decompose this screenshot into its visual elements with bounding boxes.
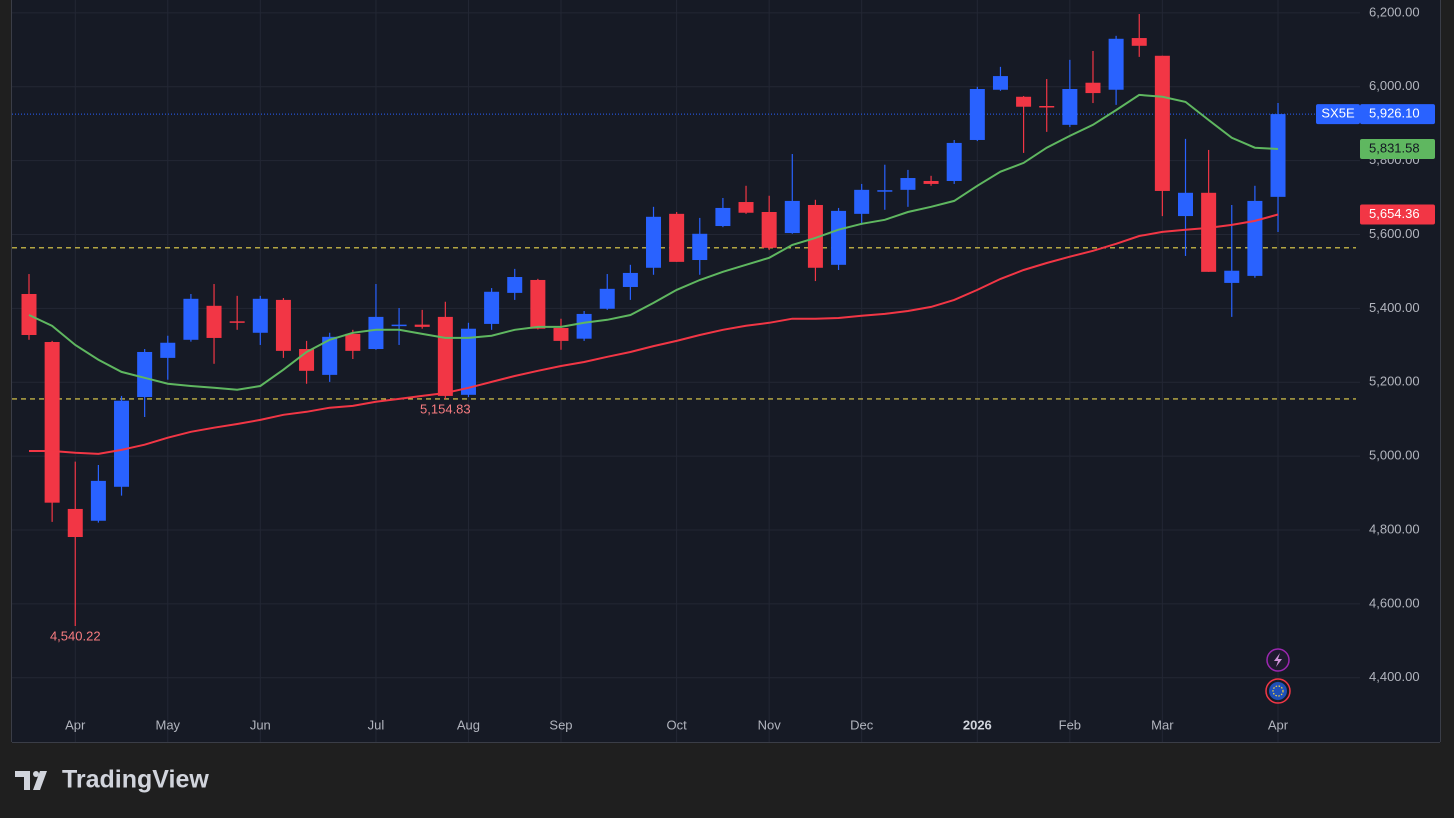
x-tick-label: Mar — [1151, 717, 1174, 732]
x-tick-label: Nov — [758, 717, 782, 732]
tradingview-logo — [15, 771, 47, 790]
candle-body — [67, 508, 83, 538]
overlay-price-tag-bg — [1360, 138, 1435, 159]
candle-body — [460, 328, 476, 395]
chart-background — [12, 0, 1440, 742]
y-tick-label: 5,200.00 — [1369, 374, 1420, 389]
x-tick-label: 2026 — [963, 717, 992, 732]
candle-body — [1108, 38, 1124, 90]
plot-layer: 4,400.00 4,600.00 4,800.00 5,000.00 5,200.00… — [12, 0, 1435, 742]
moving-average-line — [28, 93, 1279, 391]
candle-body — [692, 233, 708, 261]
candle-body — [992, 76, 1008, 90]
x-tick-label: Feb — [1059, 717, 1081, 732]
candle-body — [784, 200, 800, 234]
candle-body — [1154, 55, 1170, 191]
eu-flag-icon[interactable] — [1265, 678, 1291, 704]
y-tick-label: 5,400.00 — [1369, 300, 1420, 315]
candle-body — [530, 279, 546, 329]
moving-average-line — [29, 213, 1279, 455]
candle-body — [553, 327, 569, 341]
candle-body — [137, 351, 153, 398]
overlay-price-tag-bg — [1360, 204, 1435, 225]
candle-body — [368, 316, 384, 350]
candle-body — [507, 277, 523, 293]
candle-body — [1247, 200, 1263, 276]
candle-body — [877, 190, 893, 192]
brand: TradingView — [62, 766, 209, 794]
candle-body — [1062, 89, 1078, 125]
candle-body — [44, 342, 60, 503]
candle-body — [252, 298, 268, 333]
candle-body — [1178, 192, 1193, 217]
candle-body — [576, 313, 592, 339]
candle-body — [1270, 114, 1286, 197]
candle-body — [1201, 192, 1217, 272]
candle-body — [322, 336, 338, 375]
overlay-price-tag: 5,831.58 — [1369, 140, 1420, 155]
x-tick-label: Apr — [65, 717, 86, 732]
candle-body — [114, 400, 130, 487]
candle-body — [183, 298, 199, 340]
y-tick-label: 4,600.00 — [1369, 595, 1420, 610]
x-tick-label: Apr — [1268, 717, 1289, 732]
y-tick-label: 4,400.00 — [1369, 669, 1420, 684]
candle-body — [923, 180, 939, 184]
y-tick-label: 6,000.00 — [1369, 78, 1420, 93]
overlay-price-tag: 5,654.36 — [1369, 206, 1420, 221]
low-annotation: 5,154.83 — [420, 401, 471, 416]
candle-body — [229, 321, 245, 323]
y-tick-label: 5,000.00 — [1369, 448, 1420, 463]
candle-body — [160, 342, 176, 358]
candle-body — [900, 178, 916, 190]
last-price-tag-bg — [1360, 104, 1435, 125]
candle-body — [1131, 38, 1147, 46]
candle-body — [738, 202, 754, 213]
y-tick-label: 6,200.00 — [1369, 4, 1420, 19]
candle-body — [599, 288, 615, 309]
x-tick-label: Aug — [457, 717, 480, 732]
symbol-tag-bg — [1316, 104, 1360, 125]
candle-body — [1085, 82, 1101, 94]
candle-body — [21, 293, 37, 335]
low-annotation: 4,540.22 — [50, 628, 101, 643]
candle-body — [646, 216, 662, 268]
lightning-icon[interactable] — [1266, 648, 1290, 672]
candle-body — [854, 189, 870, 214]
candle-body — [1039, 106, 1055, 108]
x-tick-label: Jun — [250, 717, 271, 732]
candle-body — [414, 324, 430, 327]
candle-body — [275, 299, 291, 351]
x-tick-label: Dec — [850, 717, 874, 732]
candle-body — [1016, 96, 1032, 107]
candle-body — [715, 207, 731, 227]
candle-body — [437, 316, 453, 396]
x-tick-label: May — [155, 717, 180, 732]
candle-body — [1224, 270, 1240, 283]
y-tick-label: 5,600.00 — [1369, 226, 1420, 241]
candle-body — [969, 89, 985, 140]
x-tick-label: Jul — [368, 717, 385, 732]
candle-body — [807, 204, 823, 268]
candle-body — [946, 142, 962, 181]
x-tick-label: Oct — [667, 717, 688, 732]
x-tick-label: Sep — [549, 717, 572, 732]
candle-body — [622, 272, 638, 287]
candle-body — [761, 212, 777, 248]
candle-body — [345, 333, 361, 351]
candle-body — [206, 305, 222, 338]
y-tick-label: 4,800.00 — [1369, 521, 1420, 536]
candle-body — [669, 213, 685, 262]
candle-body — [831, 210, 847, 265]
candle-body — [391, 324, 407, 327]
candle-body — [90, 480, 106, 521]
symbol-tag: SX5E — [1321, 106, 1355, 121]
last-price-tag: 5,926.10 — [1369, 106, 1420, 121]
candle-body — [484, 291, 500, 324]
